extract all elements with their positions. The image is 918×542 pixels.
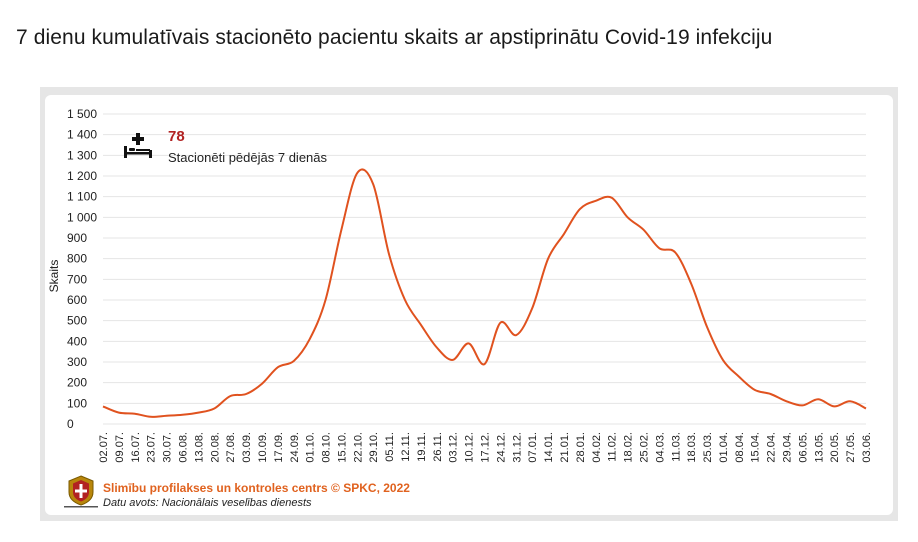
y-tick-label: 700 [67,272,87,286]
x-tick-label: 22.04. [766,432,778,463]
x-tick-label: 27.08. [225,432,237,463]
y-tick-label: 0 [67,417,74,431]
x-tick-label: 22.10. [352,432,364,463]
y-tick-label: 1 200 [67,169,97,183]
y-tick-label: 1 400 [67,128,97,142]
x-axis-ticks: 02.07. 09.07. 16.07. 23.07. 30.07. 06.08. 13.0… [98,432,873,463]
y-axis-title: Skaits [47,260,61,293]
grid-lines [103,113,866,425]
x-tick-label: 17.12. [480,432,492,463]
x-tick-label: 08.04. [734,432,746,463]
x-tick-label: 05.11. [384,432,396,462]
x-tick-label: 11.03. [670,432,682,462]
x-tick-label: 10.09. [257,432,269,463]
x-tick-label: 25.03. [702,432,714,463]
x-tick-label: 15.10. [336,432,348,463]
x-tick-label: 06.05. [797,432,809,463]
y-tick-label: 600 [67,293,87,307]
x-tick-label: 15.04. [750,432,762,463]
x-tick-label: 23.07. [146,432,158,463]
chart-card [45,95,893,515]
hospital-bed-icon [124,133,152,158]
x-tick-label: 03.06. [861,432,873,463]
x-tick-label: 21.01. [559,432,571,463]
x-tick-label: 08.10. [321,432,333,463]
x-tick-label: 28.01. [575,432,587,463]
y-tick-label: 1 000 [67,210,97,224]
y-tick-label: 200 [67,376,87,390]
x-tick-label: 24.09. [289,432,301,463]
x-tick-label: 12.11. [400,432,412,462]
x-tick-label: 13.08. [193,432,205,463]
y-tick-label: 1 300 [67,148,97,162]
x-tick-label: 04.03. [654,432,666,463]
x-tick-label: 26.11. [432,432,444,462]
x-tick-label: 04.02. [591,432,603,463]
x-tick-label: 16.07. [130,432,142,463]
spkc-logo-icon [64,475,98,508]
y-axis-ticks: 0 100 200 300 400 500 600 700 800 900 1 000 1 100 1 … [67,107,97,431]
page-title: 7 dienu kumulatīvais stacionēto pacientu… [16,26,773,49]
x-tick-label: 19.11. [416,432,428,462]
footer-credit: Slimību profilakses un kontroles centrs … [103,481,410,495]
x-tick-label: 09.07. [114,432,126,463]
x-tick-label: 29.04. [782,432,794,463]
x-tick-label: 11.02. [607,432,619,462]
x-tick-label: 07.01. [527,432,539,463]
x-tick-label: 30.07. [162,432,174,463]
y-tick-label: 1 100 [67,190,97,204]
x-tick-label: 10.12. [464,432,476,463]
y-tick-label: 1 500 [67,107,97,121]
x-tick-label: 02.07. [98,432,110,463]
footer-source: Datu avots: Nacionālais veselības dienes… [103,497,312,509]
y-tick-label: 300 [67,355,87,369]
x-tick-label: 14.01. [543,432,555,463]
x-tick-label: 27.05. [845,432,857,463]
series-lines [102,168,867,418]
x-tick-label: 18.03. [686,432,698,463]
series-line [102,168,867,418]
y-tick-label: 400 [67,334,87,348]
y-tick-label: 100 [67,396,87,410]
y-tick-label: 500 [67,314,87,328]
x-tick-label: 03.12. [448,432,460,463]
y-tick-label: 800 [67,252,87,266]
x-tick-label: 01.04. [718,432,730,463]
x-tick-label: 13.05. [813,432,825,463]
x-tick-label: 29.10. [368,432,380,463]
x-tick-label: 24.12. [495,432,507,463]
x-tick-label: 18.02. [623,432,635,463]
x-tick-label: 01.10. [305,432,317,463]
x-tick-label: 31.12. [511,432,523,463]
x-tick-label: 25.02. [638,432,650,463]
kpi-value: 78 [168,128,185,145]
x-tick-label: 06.08. [177,432,189,463]
kpi-label: Stacionēti pēdējās 7 dienās [168,150,328,165]
y-tick-label: 900 [67,231,87,245]
x-tick-label: 20.05. [829,432,841,463]
x-tick-label: 17.09. [273,432,285,463]
x-tick-label: 20.08. [209,432,221,463]
x-tick-label: 03.09. [241,432,253,463]
